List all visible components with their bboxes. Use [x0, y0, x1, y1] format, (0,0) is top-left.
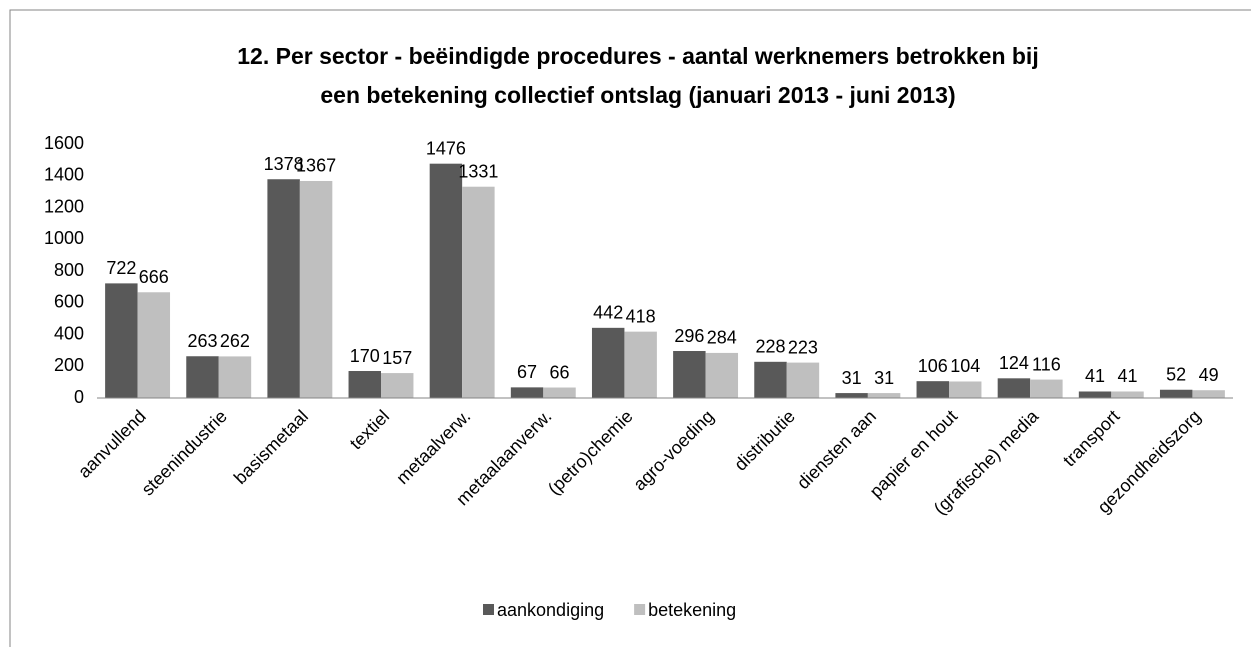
bar [218, 356, 252, 398]
bar [381, 373, 414, 398]
y-tick-label: 1600 [44, 133, 84, 153]
bar [1192, 390, 1225, 398]
data-label: 666 [139, 267, 169, 287]
data-label: 66 [549, 362, 569, 382]
bar [867, 393, 901, 398]
y-tick-label: 600 [54, 292, 84, 312]
y-tick-label: 0 [74, 387, 84, 407]
data-label: 41 [1085, 366, 1105, 386]
bar [997, 378, 1031, 398]
bar [137, 292, 171, 398]
data-label: 223 [788, 337, 818, 357]
data-label: 263 [187, 331, 217, 351]
bar [1159, 389, 1193, 398]
data-label: 1331 [458, 161, 498, 181]
bar [510, 387, 544, 398]
data-label: 722 [106, 258, 136, 278]
data-label: 284 [707, 328, 737, 348]
data-label: 104 [950, 356, 980, 376]
chart-title: een betekening collectief ontslag (janua… [320, 82, 955, 108]
data-label: 124 [999, 353, 1029, 373]
y-tick-label: 1400 [44, 165, 84, 185]
legend-label: aankondiging [497, 600, 604, 620]
legend-swatch [483, 604, 494, 615]
data-label: 1378 [264, 154, 304, 174]
bar [462, 186, 495, 398]
data-label: 442 [593, 303, 623, 323]
data-label: 262 [220, 331, 250, 351]
bar [348, 371, 381, 398]
data-label: 1367 [296, 156, 336, 176]
bar [429, 163, 463, 398]
bar [1111, 391, 1144, 398]
bar [916, 381, 949, 398]
data-label: 1476 [426, 138, 466, 158]
chart-frame [9, 9, 1251, 647]
bar [543, 387, 576, 398]
y-tick-label: 1200 [44, 196, 84, 216]
chart-title: 12. Per sector - beëindigde procedures -… [237, 43, 1038, 69]
data-label: 106 [918, 356, 948, 376]
legend-label: betekening [648, 600, 736, 620]
bar [705, 352, 739, 398]
data-label: 31 [842, 368, 862, 388]
bar [1030, 379, 1063, 398]
data-label: 228 [755, 337, 785, 357]
y-tick-label: 800 [54, 260, 84, 280]
bar [591, 327, 625, 398]
data-label: 41 [1117, 366, 1137, 386]
y-tick-label: 200 [54, 355, 84, 375]
data-label: 170 [350, 346, 380, 366]
bar [835, 393, 868, 398]
data-label: 116 [1032, 354, 1061, 374]
data-label: 49 [1199, 365, 1219, 385]
y-tick-label: 1000 [44, 228, 84, 248]
bar [299, 180, 333, 398]
bar [949, 381, 982, 398]
data-label: 52 [1166, 364, 1186, 384]
bar [754, 361, 787, 398]
data-label: 157 [382, 348, 412, 368]
y-tick-label: 400 [54, 323, 84, 343]
bar [186, 356, 219, 398]
data-label: 296 [674, 326, 704, 346]
data-label: 418 [626, 306, 656, 326]
data-label: 31 [874, 368, 894, 388]
bar [1078, 391, 1112, 398]
bar [624, 331, 657, 398]
data-label: 67 [517, 362, 537, 382]
bar [267, 179, 300, 398]
bar [673, 351, 706, 398]
legend-swatch [634, 604, 646, 615]
bar [786, 362, 820, 398]
bar [105, 283, 138, 398]
